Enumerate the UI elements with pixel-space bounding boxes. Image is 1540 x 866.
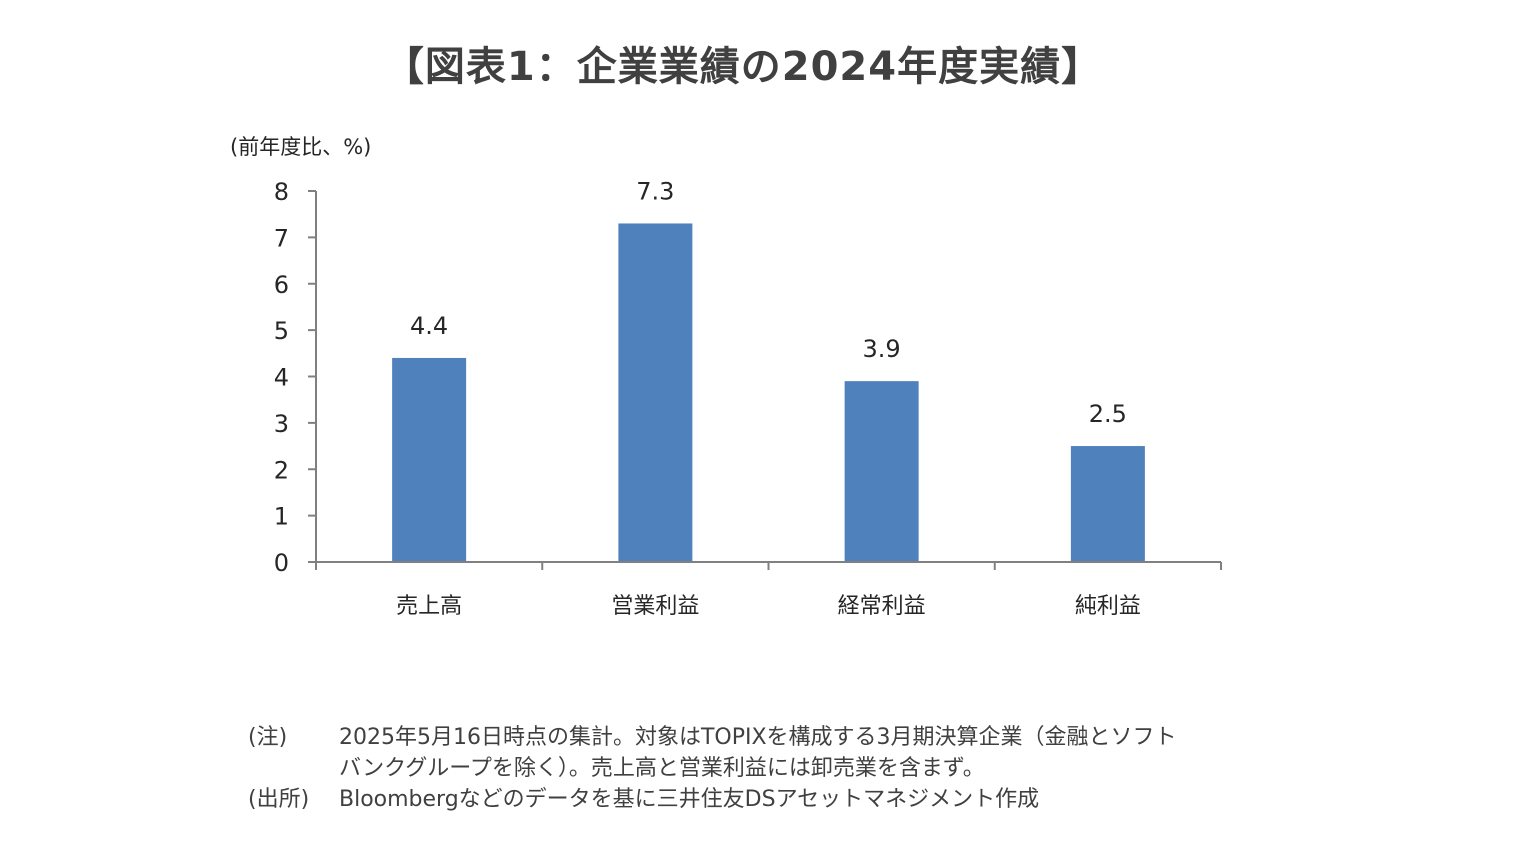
category-label-3: 経常利益 <box>838 594 926 619</box>
source-label: (出所) <box>248 787 310 812</box>
chart-notes: (注) 2025年5月16日時点の集計。対象はTOPIXを構成する3月期決算企業… <box>248 722 1299 815</box>
y-tick-label-7: 7 <box>274 224 289 252</box>
y-axis-unit-label: (前年度比、%) <box>230 135 372 159</box>
bar-1 <box>392 357 467 562</box>
y-tick-label-8: 8 <box>274 178 289 206</box>
note-label: (注) <box>248 725 288 750</box>
data-label-2: 7.3 <box>636 177 674 205</box>
bar-chart: 4.4 売上高 7.3 営業利益 3.9 経常利益 2.5 純利益 0 1 2 3 4 5 6 7 8 <box>274 177 1222 619</box>
category-label-1: 売上高 <box>396 594 462 619</box>
data-label-4: 2.5 <box>1089 400 1127 428</box>
category-label-2: 営業利益 <box>611 594 699 619</box>
y-tick-label-2: 2 <box>274 456 289 484</box>
source-text: Bloombergなどのデータを基に三井住友DSアセットマネジメント作成 <box>339 787 1040 812</box>
y-tick-label-5: 5 <box>274 317 289 345</box>
y-tick-label-3: 3 <box>274 410 289 438</box>
chart-title: 【図表1：企業業績の2024年度実績】 <box>383 44 1103 90</box>
data-label-1: 4.4 <box>410 312 448 340</box>
note-text: 2025年5月16日時点の集計。対象はTOPIXを構成する3月期決算企業（金融と… <box>339 722 1299 784</box>
bar-4 <box>1070 446 1145 562</box>
y-tick-label-0: 0 <box>274 549 289 577</box>
y-tick-label-6: 6 <box>274 271 289 299</box>
bar-3 <box>844 381 919 562</box>
y-tick-label-4: 4 <box>274 364 289 392</box>
note-line-1: 2025年5月16日時点の集計。対象はTOPIXを構成する3月期決算企業（金融と… <box>339 725 1177 750</box>
note-row: (注) 2025年5月16日時点の集計。対象はTOPIXを構成する3月期決算企業… <box>248 722 1299 784</box>
note-line-2: バンクグループを除く）。売上高と営業利益には卸売業を含まず。 <box>339 756 985 781</box>
bar-2 <box>618 223 693 562</box>
data-label-3: 3.9 <box>863 335 901 363</box>
y-tick-label-1: 1 <box>274 503 289 531</box>
category-label-4: 純利益 <box>1075 594 1141 619</box>
source-row: (出所) Bloombergなどのデータを基に三井住友DSアセットマネジメント作… <box>248 784 1299 815</box>
